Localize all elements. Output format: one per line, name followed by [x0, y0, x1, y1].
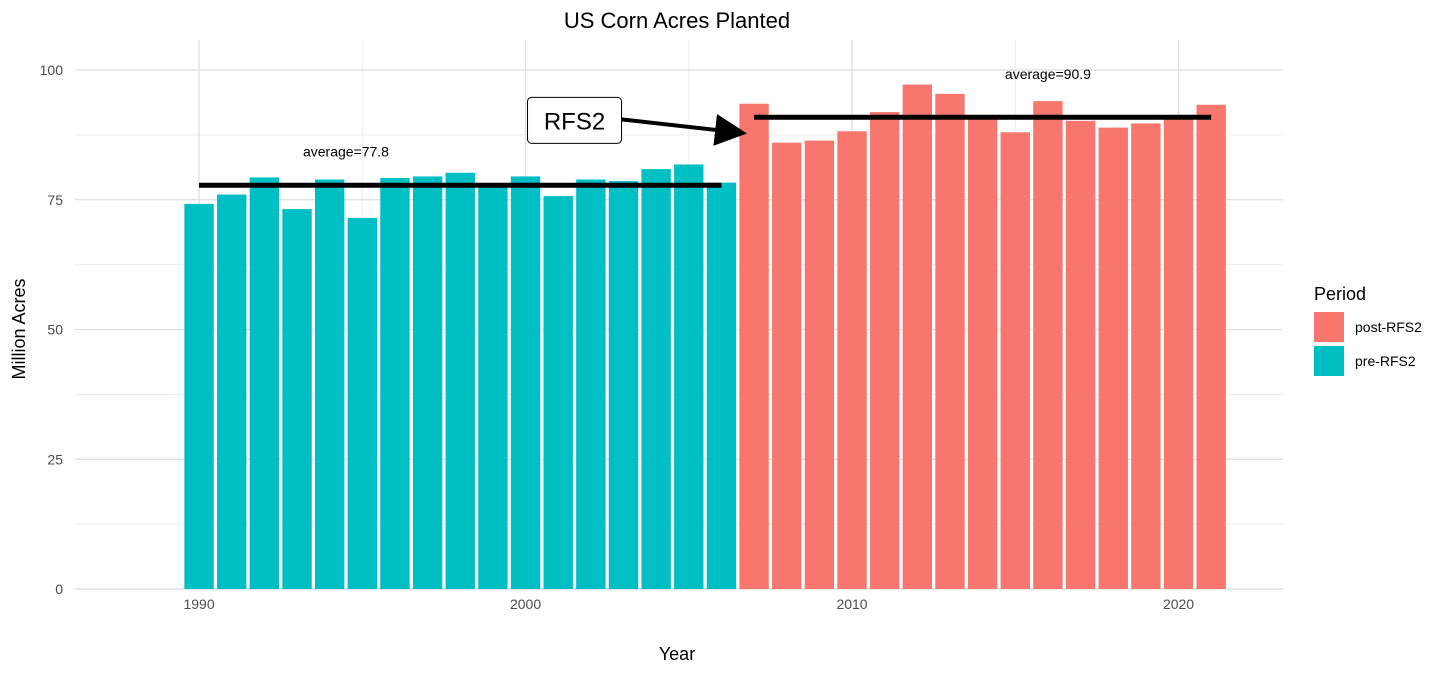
bars [184, 84, 1226, 590]
bar-post-RFS2-2011 [869, 112, 900, 589]
y-tick-label: 0 [55, 581, 63, 597]
bar-pre-RFS2-1998 [445, 172, 475, 589]
bar-post-RFS2-2015 [1000, 132, 1030, 589]
bar-pre-RFS2-2001 [543, 196, 573, 589]
x-tick-label: 1990 [183, 596, 214, 612]
bar-post-RFS2-2014 [967, 118, 998, 589]
bar-post-RFS2-2008 [772, 142, 802, 589]
callout-label: RFS2 [544, 108, 605, 135]
bar-post-RFS2-2017 [1065, 120, 1096, 589]
axes: 0 25 50 75 100 1990 2000 2010 2020 [40, 62, 1195, 612]
bar-pre-RFS2-2005 [674, 164, 704, 589]
average-label: average=90.9 [1005, 66, 1091, 82]
bar-pre-RFS2-2000 [510, 176, 541, 589]
bar-pre-RFS2-1990 [184, 203, 214, 590]
bar-pre-RFS2-2003 [608, 181, 639, 590]
annotations: average=77.8 average=90.9 RFS2 [199, 66, 1212, 188]
x-tick-label: 2000 [510, 596, 541, 612]
bar-pre-RFS2-2002 [576, 179, 606, 589]
y-tick-label: 100 [40, 62, 64, 78]
x-tick-label: 2010 [836, 596, 867, 612]
legend-title: Period [1314, 284, 1366, 304]
bar-post-RFS2-2019 [1131, 123, 1161, 589]
callout-arrow [621, 113, 747, 146]
x-tick-label: 2020 [1163, 596, 1194, 612]
y-axis-title: Million Acres [9, 278, 29, 379]
bar-post-RFS2-2013 [935, 93, 965, 590]
chart-title: US Corn Acres Planted [564, 8, 790, 33]
bar-pre-RFS2-1997 [412, 176, 443, 589]
bar-post-RFS2-2007 [739, 103, 769, 590]
bar-pre-RFS2-1994 [314, 179, 345, 589]
bar-post-RFS2-2021 [1196, 104, 1226, 589]
bar-post-RFS2-2009 [804, 140, 835, 590]
bar-pre-RFS2-2006 [706, 182, 737, 590]
bar-post-RFS2-2016 [1033, 101, 1063, 589]
bar-post-RFS2-2010 [837, 131, 867, 589]
y-tick-label: 75 [47, 192, 63, 208]
y-tick-label: 50 [47, 322, 63, 338]
legend-label-pre-RFS2: pre-RFS2 [1355, 353, 1416, 369]
bar-post-RFS2-2020 [1163, 117, 1194, 590]
legend-key-pre-RFS2 [1314, 346, 1344, 376]
legend-label-post-RFS2: post-RFS2 [1355, 319, 1422, 335]
bar-pre-RFS2-1995 [347, 217, 377, 590]
bar-pre-RFS2-1993 [282, 209, 312, 590]
bar-post-RFS2-2012 [902, 84, 933, 590]
legend-key-post-RFS2 [1314, 312, 1344, 342]
legend: Period post-RFS2 pre-RFS2 [1314, 284, 1422, 376]
bar-post-RFS2-2018 [1098, 127, 1128, 589]
average-label: average=77.8 [303, 144, 389, 160]
bar-pre-RFS2-1991 [217, 194, 247, 589]
x-axis-title: Year [659, 644, 695, 664]
y-tick-label: 25 [47, 451, 63, 467]
bar-pre-RFS2-1999 [478, 187, 508, 589]
bar-pre-RFS2-1996 [380, 177, 410, 589]
bar-pre-RFS2-2004 [641, 169, 671, 589]
bar-pre-RFS2-1992 [249, 177, 280, 590]
